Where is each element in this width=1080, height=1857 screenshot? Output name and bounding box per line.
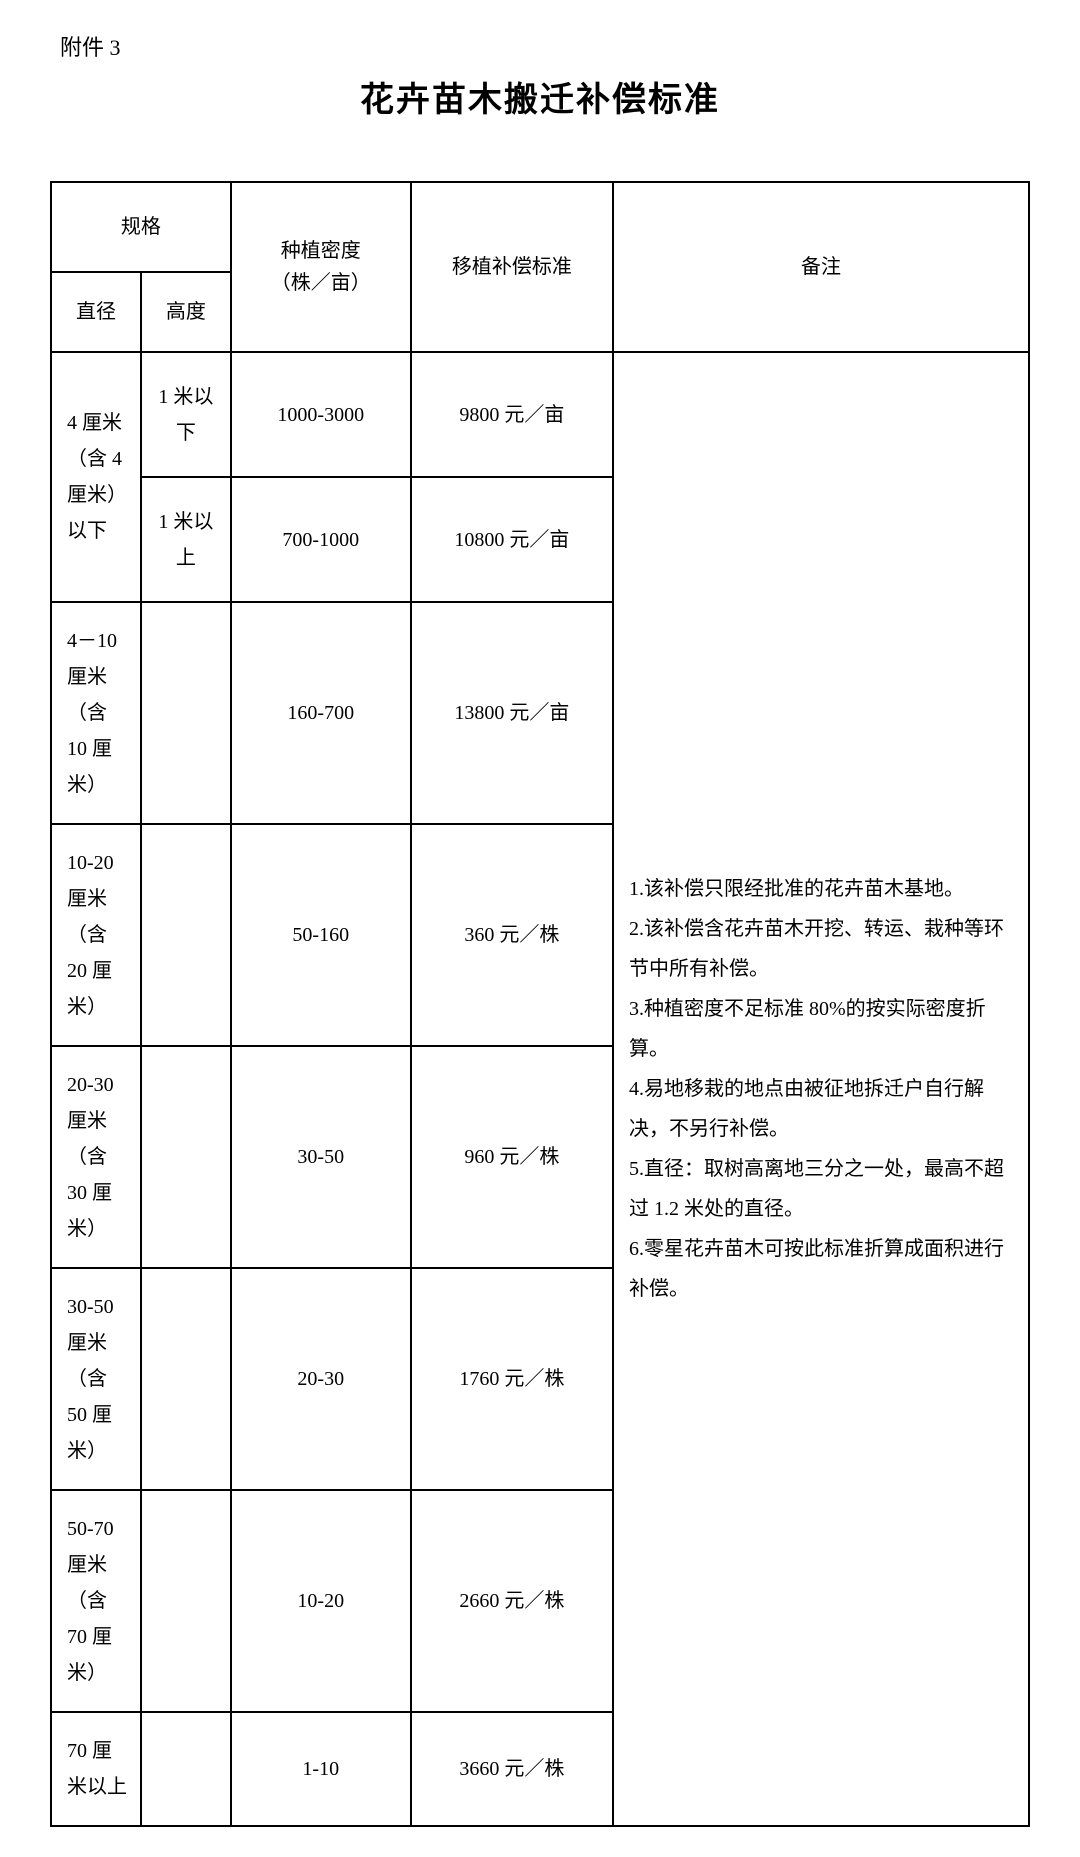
cell-height: [141, 1490, 231, 1712]
header-density: 种植密度 （株／亩）: [231, 182, 411, 352]
cell-height: [141, 824, 231, 1046]
cell-height: 1 米以下: [141, 352, 231, 477]
remarks-line: 1.该补偿只限经批准的花卉苗木基地。: [629, 869, 1013, 909]
cell-diameter: 4－10 厘米（含 10 厘米）: [51, 602, 141, 824]
cell-height: [141, 1712, 231, 1826]
cell-diameter: 20-30 厘米（含 30 厘米）: [51, 1046, 141, 1268]
page-title: 花卉苗木搬迁补偿标准: [50, 72, 1030, 121]
appendix-label: 附件 3: [50, 30, 1030, 62]
cell-height: [141, 602, 231, 824]
header-density-line2: （株／亩）: [271, 272, 371, 294]
cell-height: 1 米以上: [141, 477, 231, 602]
remarks-line: 4.易地移栽的地点由被征地拆迁户自行解决，不另行补偿。: [629, 1069, 1013, 1149]
cell-diameter: 70 厘米以上: [51, 1712, 141, 1826]
cell-density: 1-10: [231, 1712, 411, 1826]
cell-diameter: 30-50 厘米（含 50 厘米）: [51, 1268, 141, 1490]
cell-standard: 2660 元／株: [411, 1490, 613, 1712]
remarks-line: 6.零星花卉苗木可按此标准折算成面积进行补偿。: [629, 1229, 1013, 1309]
header-standard: 移植补偿标准: [411, 182, 613, 352]
cell-height: [141, 1046, 231, 1268]
header-density-line1: 种植密度: [281, 240, 361, 262]
remarks-line: 2.该补偿含花卉苗木开挖、转运、栽种等环节中所有补偿。: [629, 909, 1013, 989]
cell-standard: 10800 元／亩: [411, 477, 613, 602]
cell-standard: 13800 元／亩: [411, 602, 613, 824]
cell-density: 1000-3000: [231, 352, 411, 477]
cell-density: 10-20: [231, 1490, 411, 1712]
cell-height: [141, 1268, 231, 1490]
cell-density: 20-30: [231, 1268, 411, 1490]
cell-standard: 9800 元／亩: [411, 352, 613, 477]
header-remarks: 备注: [613, 182, 1029, 352]
cell-diameter: 4 厘米（含 4 厘米）以下: [51, 352, 141, 602]
compensation-table: 规格 种植密度 （株／亩） 移植补偿标准 备注 直径 高度 4 厘米（含 4 厘…: [50, 181, 1030, 1827]
cell-remarks: 1.该补偿只限经批准的花卉苗木基地。2.该补偿含花卉苗木开挖、转运、栽种等环节中…: [613, 352, 1029, 1826]
cell-standard: 360 元／株: [411, 824, 613, 1046]
remarks-line: 3.种植密度不足标准 80%的按实际密度折算。: [629, 989, 1013, 1069]
cell-diameter: 10-20 厘米（含 20 厘米）: [51, 824, 141, 1046]
cell-diameter: 50-70 厘米（含 70 厘米）: [51, 1490, 141, 1712]
cell-standard: 960 元／株: [411, 1046, 613, 1268]
cell-density: 700-1000: [231, 477, 411, 602]
remarks-line: 5.直径：取树高离地三分之一处，最高不超过 1.2 米处的直径。: [629, 1149, 1013, 1229]
header-spec: 规格: [51, 182, 231, 272]
cell-density: 30-50: [231, 1046, 411, 1268]
cell-standard: 3660 元／株: [411, 1712, 613, 1826]
header-height: 高度: [141, 272, 231, 352]
header-diameter: 直径: [51, 272, 141, 352]
cell-standard: 1760 元／株: [411, 1268, 613, 1490]
cell-density: 160-700: [231, 602, 411, 824]
cell-density: 50-160: [231, 824, 411, 1046]
